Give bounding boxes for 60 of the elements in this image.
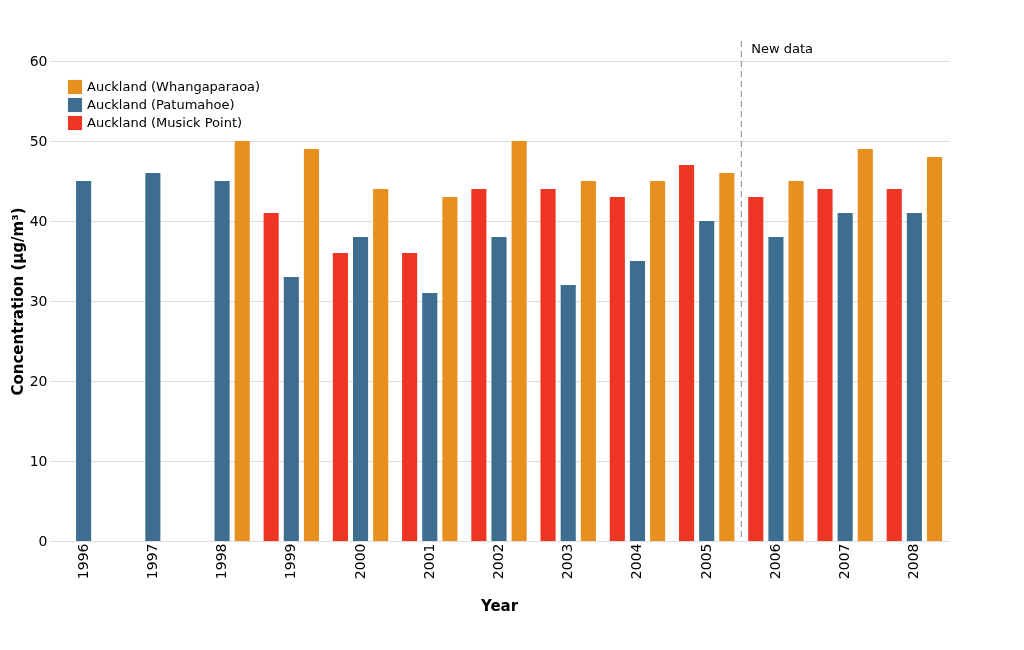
- x-tick-label: 2003: [559, 543, 576, 580]
- bar: [540, 189, 556, 541]
- bar: [560, 285, 576, 541]
- bar: [373, 189, 389, 541]
- bar: [748, 197, 764, 541]
- bar: [511, 141, 527, 541]
- x-tick-label: 1999: [282, 543, 299, 580]
- bar: [471, 189, 487, 541]
- bar: [332, 253, 348, 541]
- x-tick-label: 2007: [836, 543, 853, 580]
- bar: [263, 213, 279, 541]
- bar: [76, 181, 92, 541]
- bar: [214, 181, 230, 541]
- legend-label: Auckland (Musick Point): [87, 115, 243, 130]
- bar: [817, 189, 833, 541]
- y-tick-label: 0: [38, 532, 48, 549]
- y-tick-label: 40: [29, 212, 48, 229]
- x-axis-title: Year: [479, 597, 519, 616]
- bar: [580, 181, 596, 541]
- bar: [857, 149, 873, 541]
- bar: [886, 189, 902, 541]
- bar: [629, 261, 646, 541]
- x-tick-label: 2001: [420, 543, 437, 580]
- bar: [609, 197, 625, 541]
- y-tick-label: 30: [29, 292, 48, 309]
- x-tick-label: 1996: [74, 543, 91, 580]
- ref-line-label: New data: [751, 41, 814, 56]
- bar: [699, 221, 715, 541]
- y-tick-label: 20: [29, 372, 48, 389]
- legend-label: Auckland (Patumahoe): [87, 97, 235, 112]
- bar: [768, 237, 784, 541]
- bar: [402, 253, 418, 541]
- x-tick-label: 2004: [628, 543, 645, 580]
- bar: [650, 181, 666, 541]
- bar: [926, 157, 943, 541]
- bar: [283, 277, 299, 541]
- bar: [442, 197, 458, 541]
- x-tick-label: 1997: [143, 543, 160, 580]
- x-tick-label: 1998: [213, 543, 230, 580]
- y-tick-label: 10: [29, 452, 48, 469]
- bar: [303, 149, 319, 541]
- x-tick-label: 2000: [351, 543, 368, 580]
- bar: [422, 293, 438, 541]
- bar: [837, 213, 853, 541]
- bar: [491, 237, 507, 541]
- y-tick-label: 50: [29, 132, 48, 149]
- y-tick-label: 60: [29, 52, 48, 69]
- legend-label: Auckland (Whangaparaoa): [87, 79, 261, 94]
- x-tick-label: 2005: [697, 543, 714, 580]
- bar: [788, 181, 804, 541]
- bar: [234, 141, 250, 541]
- x-tick-label: 2006: [766, 543, 783, 580]
- bar: [719, 173, 735, 541]
- bar: [352, 237, 369, 541]
- bar: [145, 173, 161, 541]
- y-axis-title: Concentration (µg/m³): [8, 207, 27, 396]
- x-tick-label: 2002: [490, 543, 506, 580]
- bar: [679, 165, 695, 541]
- x-tick-label: 2008: [905, 543, 922, 580]
- bar: [906, 213, 922, 541]
